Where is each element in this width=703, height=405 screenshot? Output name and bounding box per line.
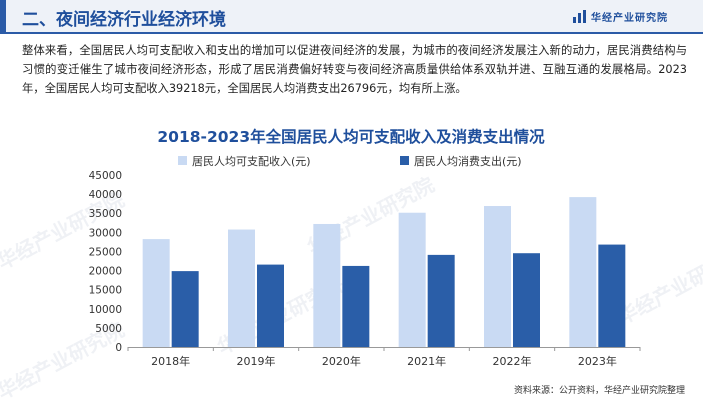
y-tick-label: 10000 xyxy=(89,304,122,316)
y-axis: 0 5000 10000 15000 20000 25000 30000 35000 40000… xyxy=(89,170,122,354)
bar-chart: 2018-2023年全国居民人均可支配收入及消费支出情况 居民人均可支配收入(元… xyxy=(89,127,641,368)
bar-income-4 xyxy=(398,212,426,347)
legend-swatch-2 xyxy=(400,156,409,165)
x-tick-label: 2020年 xyxy=(322,354,361,368)
x-tick-label: 2023年 xyxy=(578,354,617,368)
section-title: 二、夜间经济行业经济环境 xyxy=(22,10,226,30)
y-tick-label: 25000 xyxy=(89,246,122,258)
y-tick-label: 35000 xyxy=(89,208,122,220)
bar-income-2 xyxy=(228,229,255,347)
legend-swatch-1 xyxy=(178,156,187,165)
header-divider xyxy=(0,32,703,34)
bar-spending-3 xyxy=(342,265,370,347)
legend-label-2: 居民人均消费支出(元) xyxy=(414,154,522,168)
chart-title: 2018-2023年全国居民人均可支配收入及消费支出情况 xyxy=(157,127,545,146)
y-tick-label: 0 xyxy=(115,342,122,354)
y-tick-label: 45000 xyxy=(89,170,122,182)
bar-spending-4 xyxy=(427,254,455,347)
bar-logo-icon xyxy=(573,10,586,23)
source-note: 资料来源：公开资料，华经产业研究院整理 xyxy=(513,386,685,396)
intro-paragraph: 整体来看，全国居民人均可支配收入和支出的增加可以促进夜间经济的发展，为城市的夜间… xyxy=(22,44,687,95)
bar-income-6 xyxy=(569,197,597,347)
bar-income-5 xyxy=(484,206,511,347)
logo-text: 华经产业研究院 xyxy=(591,13,668,24)
y-tick-label: 5000 xyxy=(95,323,122,335)
chart-legend: 居民人均可支配收入(元) 居民人均消费支出(元) xyxy=(178,154,522,168)
bar-spending-6 xyxy=(598,244,626,347)
y-tick-label: 40000 xyxy=(89,189,122,201)
x-axis: 2018年 2019年 2020年 2021年 2022年 2023年 xyxy=(127,347,641,368)
bar-income-1 xyxy=(142,239,170,347)
bars xyxy=(142,197,626,347)
legend-label-1: 居民人均可支配收入(元) xyxy=(192,154,311,168)
x-tick-label: 2022年 xyxy=(493,354,532,368)
bar-spending-5 xyxy=(513,253,540,347)
bar-income-3 xyxy=(313,223,341,347)
header-accent-bar xyxy=(0,0,6,32)
x-tick-label: 2019年 xyxy=(237,354,276,368)
brand-logo: 华经产业研究院 xyxy=(573,9,668,24)
x-tick-label: 2018年 xyxy=(151,354,190,368)
bar-spending-1 xyxy=(171,271,199,347)
section-header: 二、夜间经济行业经济环境 华经产业研究院 xyxy=(0,0,703,32)
y-tick-label: 15000 xyxy=(89,285,122,297)
y-tick-label: 20000 xyxy=(89,266,122,278)
bar-spending-2 xyxy=(257,264,284,347)
x-tick-label: 2021年 xyxy=(407,354,446,368)
y-tick-label: 30000 xyxy=(89,227,122,239)
